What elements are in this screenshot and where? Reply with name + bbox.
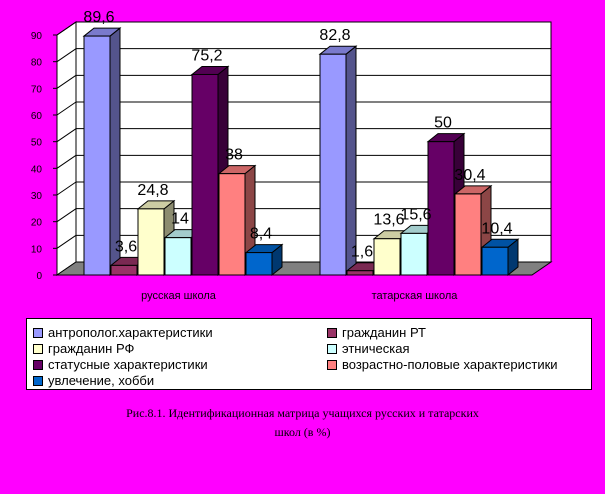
legend-label: гражданин РТ: [342, 325, 426, 340]
legend-label: статусные характеристики: [48, 357, 208, 372]
y-tick-label: 30: [31, 191, 43, 202]
legend-swatch: [327, 328, 337, 338]
data-label: 30,4: [454, 167, 485, 184]
bar: [82, 27, 122, 277]
gridline: [56, 101, 77, 116]
bar: [217, 164, 257, 277]
gridline: [56, 208, 77, 223]
legend-label: увлечение, хобби: [48, 373, 155, 388]
bar-front: [191, 73, 219, 276]
legend-item: антрополог.характеристики: [33, 326, 213, 340]
data-label: 8,4: [250, 226, 272, 243]
data-label: 82,8: [319, 27, 350, 44]
gridline: [56, 154, 77, 169]
chart-legend: антрополог.характеристики гражданин РТ г…: [26, 318, 592, 390]
y-tick-label: 10: [31, 244, 43, 255]
data-label: 89,6: [83, 9, 114, 26]
y-tick-label: 0: [36, 271, 42, 282]
y-tick-label: 60: [31, 111, 43, 122]
bar-front: [218, 173, 246, 276]
bar: [318, 45, 358, 277]
gridline: [56, 48, 77, 63]
y-tick-label: 40: [31, 164, 43, 175]
bar-front: [110, 264, 138, 276]
data-label: 10,4: [481, 220, 512, 237]
legend-item: гражданин РТ: [327, 326, 426, 340]
legend-label: антрополог.характеристики: [48, 325, 213, 340]
figure-caption: Рис.8.1. Идентификационная матрица учащи…: [60, 404, 545, 442]
bar-front: [427, 141, 455, 276]
data-label: 24,8: [137, 182, 168, 199]
y-tick-label: 70: [31, 84, 43, 95]
legend-swatch: [327, 344, 337, 354]
bar-front: [481, 246, 509, 276]
legend-label: этническая: [342, 341, 410, 356]
legend-item: гражданин РФ: [33, 342, 134, 356]
bar-front: [245, 252, 273, 276]
chart-bars: [82, 27, 520, 277]
data-label: 14: [171, 211, 189, 228]
data-label: 75,2: [191, 47, 222, 64]
y-tick-label: 50: [31, 138, 43, 149]
bar: [480, 238, 520, 277]
gridline: [56, 234, 77, 249]
gridline: [56, 21, 77, 36]
legend-item: увлечение, хобби: [33, 374, 154, 388]
y-tick-label: 20: [31, 218, 43, 229]
legend-swatch: [33, 344, 43, 354]
bar: [244, 243, 284, 277]
bar-front: [454, 193, 482, 276]
legend-label: возрастно-половые характеристики: [342, 357, 558, 372]
x-axis: русская школа татарская школа: [141, 290, 458, 302]
bar-front: [319, 53, 347, 276]
bar-front: [164, 237, 192, 276]
legend-item: статусные характеристики: [33, 358, 208, 372]
bar-front: [373, 238, 401, 276]
caption-line: школ (в %): [274, 425, 331, 439]
data-label: 50: [434, 115, 452, 132]
legend-item: возрастно-половые характеристики: [327, 358, 558, 372]
bar-front: [346, 270, 374, 276]
data-label: 1,6: [351, 244, 373, 261]
data-label: 3,6: [115, 238, 137, 255]
bar-side: [345, 45, 357, 277]
legend-swatch: [33, 328, 43, 338]
y-tick-label: 90: [31, 31, 43, 42]
data-label: 13,6: [373, 212, 404, 229]
x-tick-label: татарская школа: [372, 290, 459, 302]
data-label: 15,6: [400, 206, 431, 223]
bar-front: [83, 35, 111, 276]
legend-label: гражданин РФ: [48, 341, 135, 356]
gridline: [56, 128, 77, 143]
bar-front: [137, 208, 165, 276]
gridline: [56, 181, 77, 196]
gridline: [56, 74, 77, 89]
y-axis: 0 10 20 30 40 50 60 70 80 90: [31, 31, 58, 282]
legend-swatch: [33, 360, 43, 370]
legend-item: этническая: [327, 342, 410, 356]
y-tick-label: 80: [31, 58, 43, 69]
data-labels: 89,6 3,6 24,814 75,2 38 8,4 82,8 1,613,615,6 50 3…: [83, 9, 512, 261]
legend-swatch: [33, 376, 43, 386]
data-label: 38: [225, 147, 243, 164]
legend-swatch: [327, 360, 337, 370]
caption-line: Рис.8.1. Идентификационная матрица учащи…: [126, 406, 479, 420]
bar-front: [400, 232, 428, 276]
x-tick-label: русская школа: [141, 290, 217, 302]
